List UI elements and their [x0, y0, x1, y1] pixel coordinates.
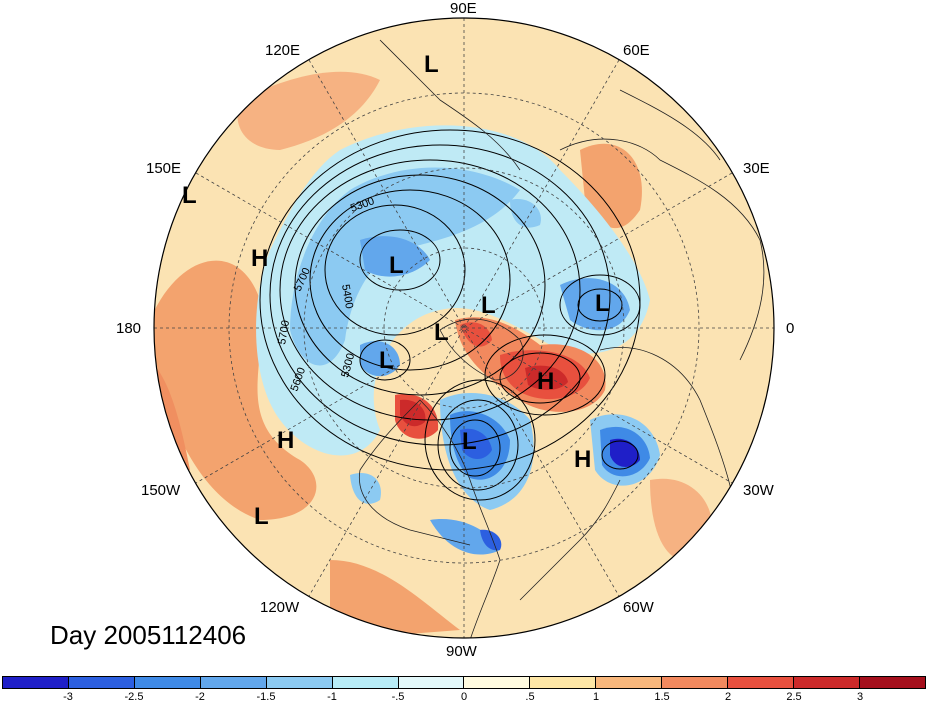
lon-label-60w: 60W — [623, 599, 654, 616]
colorbar-segment — [728, 677, 795, 688]
high-center: H — [537, 368, 554, 395]
lon-label-90e: 90E — [450, 0, 477, 17]
graticule — [154, 18, 774, 638]
day-title: Day 2005112406 — [50, 620, 247, 650]
low-center: L — [434, 319, 449, 346]
low-center: L — [595, 290, 610, 317]
colorbar-tick-label: 2 — [724, 691, 732, 703]
colorbar-tick-label: -1.5 — [256, 691, 276, 703]
colorbar-tick-label: -2.5 — [124, 691, 144, 703]
low-center: L — [182, 182, 197, 209]
colorbar-segment — [398, 677, 465, 688]
colorbar-tick-label: -1 — [327, 691, 337, 703]
lon-label-90w: 90W — [446, 643, 477, 660]
contour-label: 5400 — [339, 283, 355, 309]
height-contours — [259, 129, 641, 501]
low-center: L — [254, 503, 269, 530]
colorbar-tick-label: -2 — [195, 691, 205, 703]
colorbar-tick-label: 2.5 — [786, 691, 802, 703]
colorbar-segment — [200, 677, 267, 688]
colorbar-tick-label: -3 — [63, 691, 73, 703]
colorbar-tick-label: 1 — [592, 691, 600, 703]
colorbar-segment — [68, 677, 135, 688]
high-center: H — [574, 446, 591, 473]
colorbar-tick-label: 1.5 — [654, 691, 670, 703]
coastlines — [358, 39, 765, 638]
colorbar-segment — [530, 677, 597, 688]
map-border — [153, 17, 775, 639]
contour-label: 5700 — [276, 319, 292, 345]
colorbar-tick-label: 3 — [856, 691, 864, 703]
lon-label-30e: 30E — [743, 160, 770, 177]
colorbar-segment — [794, 677, 860, 688]
low-center: L — [379, 347, 394, 374]
pressure-centers: L L H L L L L L H H H L L — [182, 51, 610, 530]
high-center: H — [277, 427, 294, 454]
colorbar-tick-label: .5 — [525, 691, 535, 703]
colorbar-tick-label: -.5 — [391, 691, 405, 703]
colorbar-segment — [266, 677, 333, 688]
colorbar-segment — [134, 677, 201, 688]
colorbar — [2, 676, 926, 689]
colorbar-segment — [332, 677, 399, 688]
lon-label-150e: 150E — [146, 160, 182, 177]
low-center: L — [462, 428, 477, 455]
low-center: L — [424, 51, 439, 78]
colorbar-segment — [662, 677, 729, 688]
lon-label-30w: 30W — [743, 482, 774, 499]
lon-label-180: 180 — [116, 320, 142, 337]
lon-label-150w: 150W — [141, 482, 181, 499]
colorbar-tick-label: 0 — [460, 691, 468, 703]
high-center: H — [251, 245, 268, 272]
lon-label-0: 0 — [786, 320, 795, 337]
low-center: L — [389, 252, 404, 279]
colorbar-segment — [464, 677, 531, 688]
lon-label-60e: 60E — [623, 42, 650, 59]
colorbar-segment — [3, 677, 69, 688]
lon-label-120w: 120W — [260, 599, 300, 616]
colorbar-segment — [859, 677, 925, 688]
low-center: L — [481, 292, 496, 319]
lon-label-120e: 120E — [265, 42, 301, 59]
colorbar-segment — [596, 677, 663, 688]
